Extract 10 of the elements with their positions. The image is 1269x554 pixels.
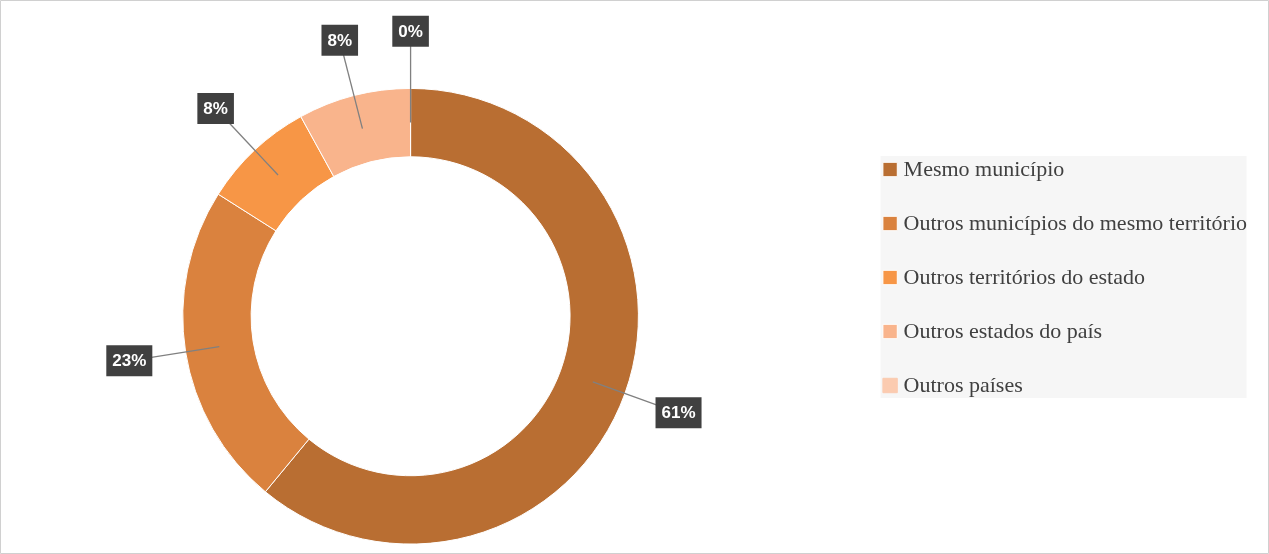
legend-label: Outros países (903, 372, 1023, 398)
data-label: 8% (327, 30, 353, 50)
legend-label: Outros territórios do estado (903, 264, 1145, 290)
legend-label: Outros municípios do mesmo território (903, 210, 1247, 236)
legend-label: Mesmo município (903, 156, 1065, 182)
data-label: 23% (112, 351, 147, 371)
data-label: 61% (661, 403, 696, 423)
legend-label: Outros estados do país (903, 318, 1103, 344)
text: 0% (398, 21, 423, 41)
data-label: 8% (203, 99, 228, 119)
